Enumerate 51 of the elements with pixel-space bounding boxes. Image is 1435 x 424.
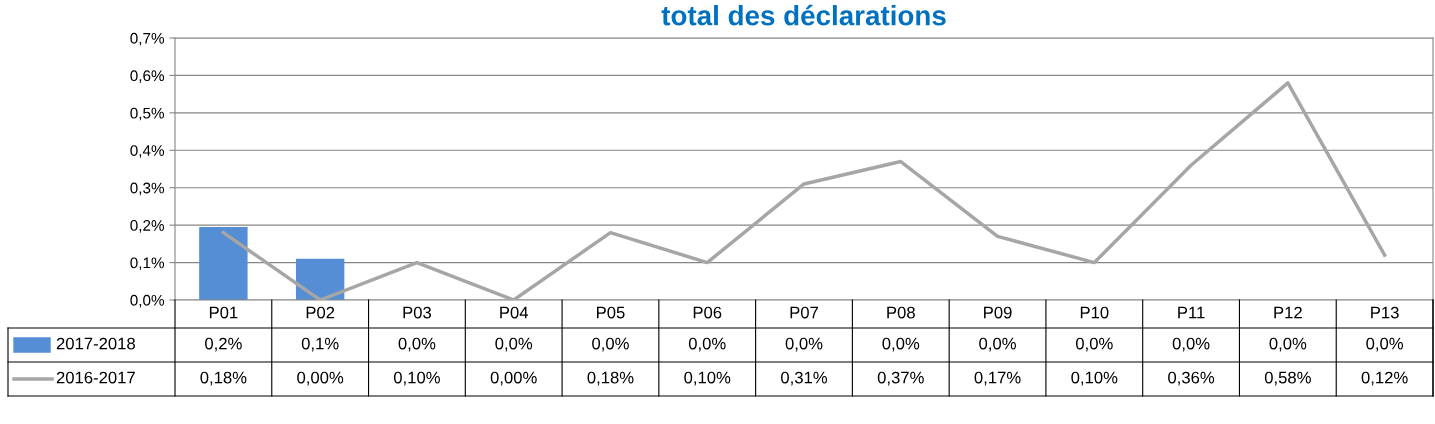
x-tick-label: P10 — [1080, 306, 1109, 319]
data-label: 0,36% — [1168, 371, 1215, 386]
x-tick-label: P11 — [1178, 306, 1205, 319]
data-label: 0,12% — [1361, 371, 1408, 386]
data-label: 0,00% — [297, 371, 344, 386]
data-label: 0,0% — [398, 337, 436, 352]
data-label: 0,0% — [1366, 337, 1404, 352]
x-tick-label: P07 — [790, 306, 818, 319]
x-tick-label: P05 — [597, 306, 625, 319]
data-label: 0,0% — [1269, 337, 1307, 352]
data-label: 0,0% — [1172, 337, 1210, 352]
x-tick-label: P04 — [500, 306, 529, 319]
data-label: 0,2% — [205, 337, 242, 352]
data-label: 0,0% — [592, 337, 629, 352]
x-tick-label: P06 — [693, 306, 722, 319]
data-label: 0,0% — [882, 337, 920, 352]
data-label: 0,18% — [587, 371, 634, 386]
data-label: 0,0% — [979, 337, 1016, 352]
data-label: 0,10% — [1071, 371, 1118, 386]
data-label: 0,58% — [1264, 371, 1311, 386]
legend-label: 2017-2018 — [56, 337, 135, 350]
x-tick-label: P02 — [306, 306, 335, 319]
data-label: 0,18% — [200, 371, 247, 386]
x-tick-label: P01 — [209, 306, 238, 319]
x-tick-label: P03 — [403, 306, 432, 319]
data-label: 0,37% — [877, 371, 924, 386]
data-label: 0,0% — [495, 337, 533, 352]
data-label: 0,17% — [974, 371, 1021, 386]
data-label: 0,0% — [688, 337, 726, 352]
x-tick-label: P09 — [984, 306, 1012, 319]
data-label: 0,10% — [684, 371, 731, 386]
x-tick-label: P12 — [1274, 306, 1302, 319]
y-tick-label: 0,1% — [130, 257, 165, 271]
data-label: 0,31% — [781, 371, 828, 386]
y-tick-label: 0,6% — [130, 70, 165, 83]
data-label: 0,0% — [1075, 337, 1113, 352]
x-tick-label: P13 — [1371, 306, 1399, 319]
y-tick-label: 0,3% — [130, 182, 165, 196]
data-label: 0,1% — [301, 337, 339, 352]
legend-label: 2016-2017 — [56, 371, 135, 384]
x-tick-label: P08 — [887, 306, 915, 319]
data-label: 0,00% — [490, 371, 537, 386]
y-tick-label: 0,2% — [130, 220, 165, 233]
y-tick-label: 0,0% — [130, 294, 165, 308]
chart-title: total des déclarations — [661, 4, 946, 26]
line-series — [221, 81, 1387, 300]
data-label: 0,10% — [393, 371, 440, 386]
data-label: 0,0% — [785, 337, 823, 352]
y-tick-label: 0,4% — [130, 145, 165, 158]
y-tick-label: 0,7% — [130, 32, 165, 46]
y-tick-label: 0,5% — [130, 107, 165, 121]
